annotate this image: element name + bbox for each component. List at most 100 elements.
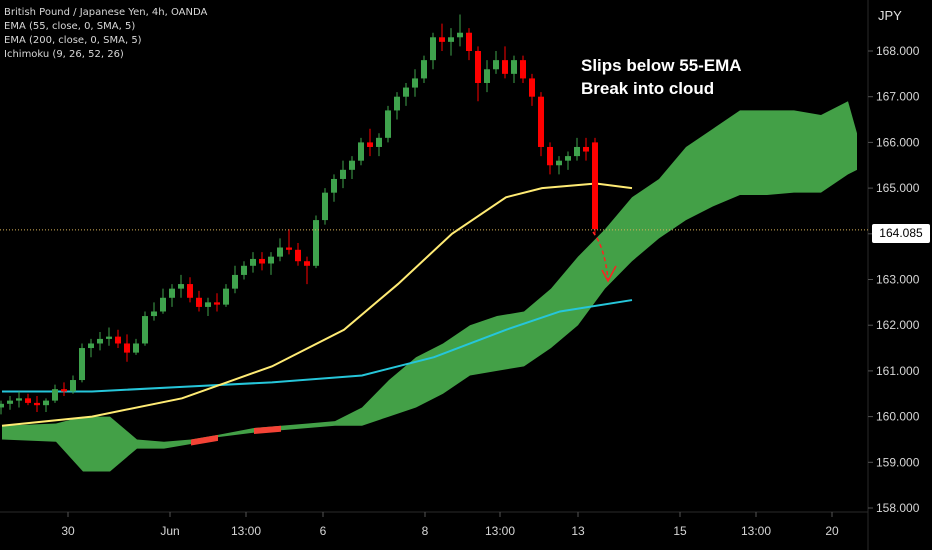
candle <box>106 327 112 346</box>
candle <box>565 151 571 170</box>
candle-body <box>493 60 499 70</box>
candle-body <box>304 261 310 266</box>
y-tick-label: 165.000 <box>876 181 920 195</box>
candle-body <box>52 389 58 401</box>
candle-body <box>484 69 490 83</box>
candle <box>547 142 553 175</box>
candles <box>0 14 598 415</box>
currency-label: JPY <box>878 8 902 23</box>
x-tick-label: 20 <box>825 524 839 538</box>
candle-body <box>556 160 562 166</box>
candle <box>241 261 247 280</box>
candle-body <box>547 146 553 166</box>
x-tick-label: Jun <box>160 524 179 538</box>
x-tick-label: 13:00 <box>741 524 771 538</box>
candle <box>430 32 436 70</box>
candle-body <box>16 398 22 401</box>
projection-arrow <box>592 231 609 281</box>
y-tick-label: 160.000 <box>876 410 920 424</box>
candle-body <box>241 265 247 275</box>
legend-ema200: EMA (200, close, 0, SMA, 5) <box>4 35 142 46</box>
y-axis: 158.000 159.000 160.000 161.000 162.000 163.0… <box>868 44 920 515</box>
candle <box>142 311 148 346</box>
candle <box>151 302 157 321</box>
candle <box>385 105 391 143</box>
candle <box>34 396 40 413</box>
x-tick-label: 13:00 <box>231 524 261 538</box>
candle <box>223 284 229 307</box>
candle-body <box>475 51 481 83</box>
candle-body <box>250 258 256 266</box>
x-tick-label: 13:00 <box>485 524 515 538</box>
candle <box>349 156 355 179</box>
candle-body <box>61 389 67 392</box>
candle-body <box>421 60 427 79</box>
y-tick-label: 158.000 <box>876 501 920 515</box>
candle-body <box>79 348 85 381</box>
candle <box>178 274 184 298</box>
candle <box>493 51 499 74</box>
x-tick-label: 15 <box>673 524 687 538</box>
grid <box>0 0 869 550</box>
candle <box>475 46 481 102</box>
candle-body <box>457 32 463 38</box>
candle-body <box>529 78 535 97</box>
candle <box>79 343 85 383</box>
candle <box>538 92 544 157</box>
candle-body <box>88 343 94 349</box>
candle <box>394 92 400 120</box>
candle-body <box>448 37 454 42</box>
x-tick-label: 8 <box>422 524 429 538</box>
candle <box>313 215 319 269</box>
candle <box>259 252 265 271</box>
ema-55-path <box>1 182 633 427</box>
indicator-legend: British Pound / Japanese Yen, 4h, OANDA … <box>4 6 207 62</box>
candle <box>574 137 580 161</box>
y-tick-label: 162.000 <box>876 318 920 332</box>
candle-body <box>196 297 202 307</box>
ema-55-line <box>1 182 633 427</box>
candle-body <box>142 316 148 344</box>
legend-ichimoku: Ichimoku (9, 26, 52, 26) <box>4 49 124 60</box>
overlay <box>0 229 868 283</box>
annotation-line1: Slips below 55-EMA <box>581 56 742 75</box>
candle <box>25 393 31 406</box>
cloud-area <box>2 101 857 472</box>
candle <box>331 174 337 202</box>
candle <box>43 398 49 413</box>
candle-body <box>358 142 364 161</box>
candle-body <box>259 258 265 264</box>
annotation-line2: Break into cloud <box>581 79 715 98</box>
candle <box>403 82 409 106</box>
candle-body <box>511 60 517 74</box>
candle <box>466 28 472 61</box>
candle-body <box>97 338 103 344</box>
candle-body <box>232 274 238 289</box>
candle-body <box>538 96 544 147</box>
y-tick-label: 161.000 <box>876 364 920 378</box>
candle <box>88 338 94 358</box>
candle-body <box>367 142 373 147</box>
candle-body <box>322 192 328 221</box>
candle <box>196 290 202 312</box>
candle <box>70 375 76 394</box>
candle-body <box>286 247 292 250</box>
cloud-bear-segment-0 <box>191 434 218 446</box>
candle <box>124 334 130 362</box>
candle-body <box>430 37 436 61</box>
candle <box>97 332 103 351</box>
candle <box>61 382 67 397</box>
candle-body <box>151 311 157 317</box>
candle-body <box>349 160 355 170</box>
candle <box>250 252 256 273</box>
candle-body <box>295 249 301 262</box>
candle-body <box>340 169 346 179</box>
candle <box>511 55 517 83</box>
candle <box>7 396 13 410</box>
candle <box>367 128 373 157</box>
candle <box>358 137 364 166</box>
candle-body <box>583 146 589 152</box>
candle-body <box>376 137 382 147</box>
candle <box>115 329 121 349</box>
